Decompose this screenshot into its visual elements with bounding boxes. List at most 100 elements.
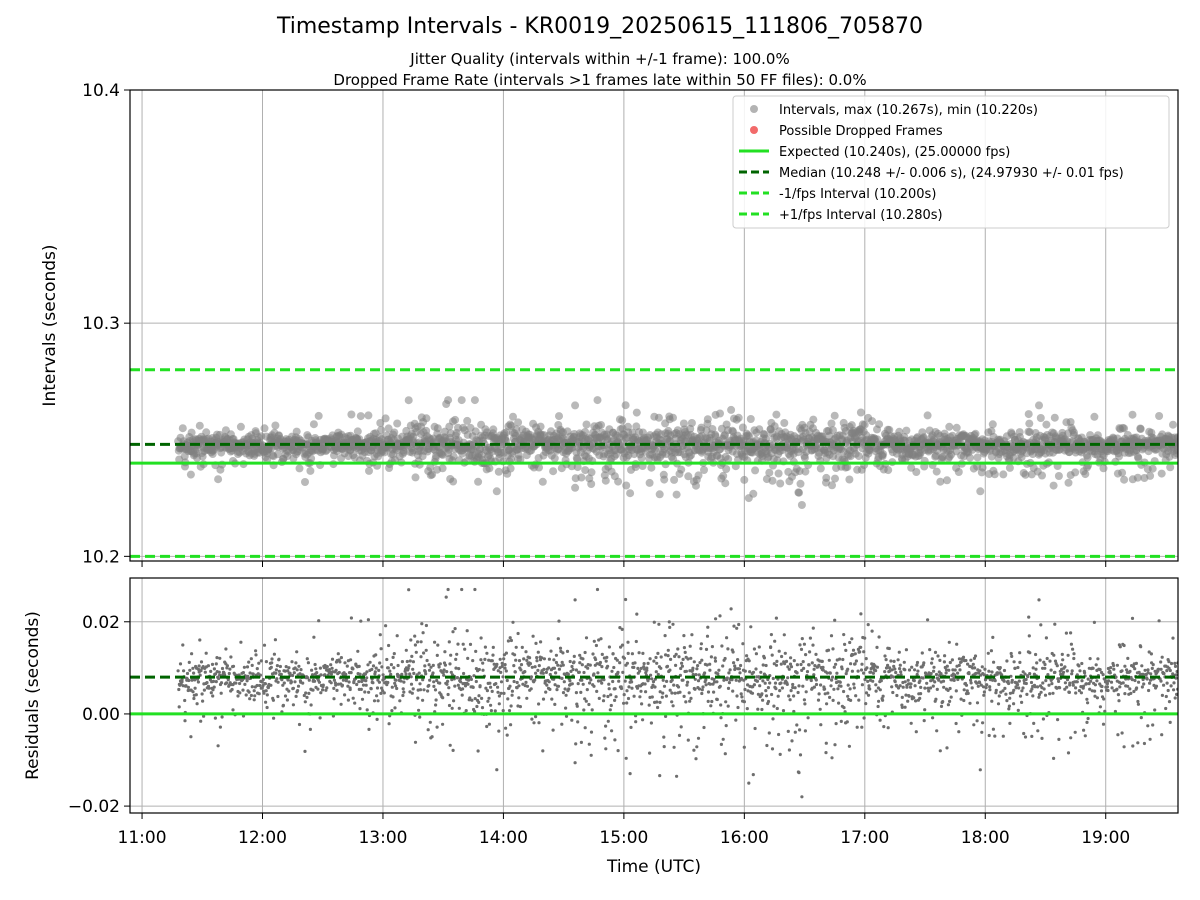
residual-point: [476, 749, 480, 753]
residual-point: [489, 685, 493, 689]
residual-point: [555, 688, 559, 692]
residual-point: [891, 690, 895, 695]
residual-point: [1016, 683, 1020, 687]
residual-point: [948, 686, 952, 691]
residual-point: [938, 658, 942, 663]
residual-point: [357, 680, 361, 684]
residual-point: [238, 681, 242, 686]
residual-point: [642, 662, 646, 666]
residual-point: [353, 701, 357, 705]
residual-point: [582, 708, 586, 712]
residual-point: [770, 747, 775, 751]
residual-point: [783, 651, 787, 655]
residual-point: [1123, 692, 1127, 696]
residual-point: [687, 691, 691, 695]
residual-point: [349, 616, 353, 620]
residual-point: [1048, 692, 1052, 696]
residual-point: [1043, 666, 1047, 670]
residual-point: [1017, 686, 1021, 690]
residual-point: [839, 719, 843, 724]
interval-point: [1036, 414, 1045, 422]
residual-point: [511, 620, 515, 624]
interval-point: [746, 415, 755, 423]
residual-point: [497, 702, 501, 706]
residual-point: [500, 661, 504, 666]
residual-point: [971, 662, 975, 666]
residual-point: [893, 667, 897, 671]
interval-point: [457, 396, 466, 405]
residual-point: [721, 737, 725, 741]
residual-point: [1058, 686, 1062, 690]
residual-point: [766, 677, 770, 682]
residual-point: [1162, 683, 1166, 687]
interval-point: [765, 468, 774, 477]
residual-point: [604, 724, 608, 728]
residual-point: [906, 699, 910, 703]
residual-point: [407, 664, 411, 668]
residual-point: [557, 667, 562, 671]
residual-point: [294, 661, 298, 665]
interval-point: [307, 454, 316, 463]
residual-point: [182, 669, 186, 673]
legend: Intervals, max (10.267s), min (10.220s)P…: [732, 95, 1170, 229]
residual-point: [203, 670, 207, 674]
residual-point: [886, 726, 890, 730]
residual-point: [1079, 691, 1083, 695]
residual-point: [369, 687, 373, 691]
residual-point: [975, 681, 979, 685]
residual-point: [255, 667, 259, 671]
residual-point: [1147, 650, 1151, 654]
residual-point: [589, 753, 593, 757]
interval-point: [797, 501, 806, 509]
residual-point: [866, 679, 870, 684]
residual-point: [416, 696, 420, 700]
residual-point: [422, 688, 426, 692]
residual-point: [647, 703, 651, 707]
x-tick-label: 12:00: [238, 828, 287, 848]
residual-point: [847, 744, 852, 748]
residual-point: [952, 678, 956, 683]
residual-point: [798, 753, 803, 757]
interval-point: [655, 490, 664, 499]
residual-point: [795, 663, 800, 667]
residual-point: [1057, 737, 1061, 742]
interval-point: [538, 477, 547, 486]
residual-point: [321, 683, 325, 687]
residual-point: [565, 649, 570, 654]
residual-point: [1001, 734, 1005, 738]
residuals-frame: [129, 577, 1179, 814]
residual-point: [231, 664, 236, 668]
residual-point: [355, 682, 359, 687]
residual-point: [572, 654, 576, 659]
residual-point: [778, 752, 782, 757]
interval-point: [829, 426, 837, 435]
residual-point: [579, 690, 583, 695]
residual-point: [957, 663, 961, 668]
residual-point: [199, 660, 204, 664]
residual-point: [520, 645, 524, 650]
interval-point: [822, 473, 831, 482]
residual-point: [560, 676, 564, 681]
residual-point: [1037, 692, 1042, 697]
residual-point: [607, 645, 612, 649]
residual-point: [817, 692, 821, 696]
interval-point: [660, 475, 669, 484]
interval-point: [622, 481, 631, 490]
residual-point: [724, 724, 728, 728]
residual-point: [423, 664, 427, 668]
residual-point: [996, 702, 1001, 706]
residual-point: [294, 694, 298, 699]
residual-point: [632, 665, 636, 670]
residual-point: [243, 682, 247, 687]
legend-intervals-label: Intervals, max (10.267s), min (10.220s): [779, 103, 1038, 118]
residual-point: [400, 660, 404, 664]
residual-point: [454, 657, 458, 662]
residual-point: [474, 649, 478, 654]
residual-point: [262, 691, 266, 695]
residual-point: [787, 694, 791, 698]
residual-point: [664, 714, 668, 719]
interval-point: [489, 425, 498, 434]
residual-point: [428, 678, 432, 682]
interval-point: [1035, 401, 1043, 410]
residual-point: [550, 697, 554, 701]
